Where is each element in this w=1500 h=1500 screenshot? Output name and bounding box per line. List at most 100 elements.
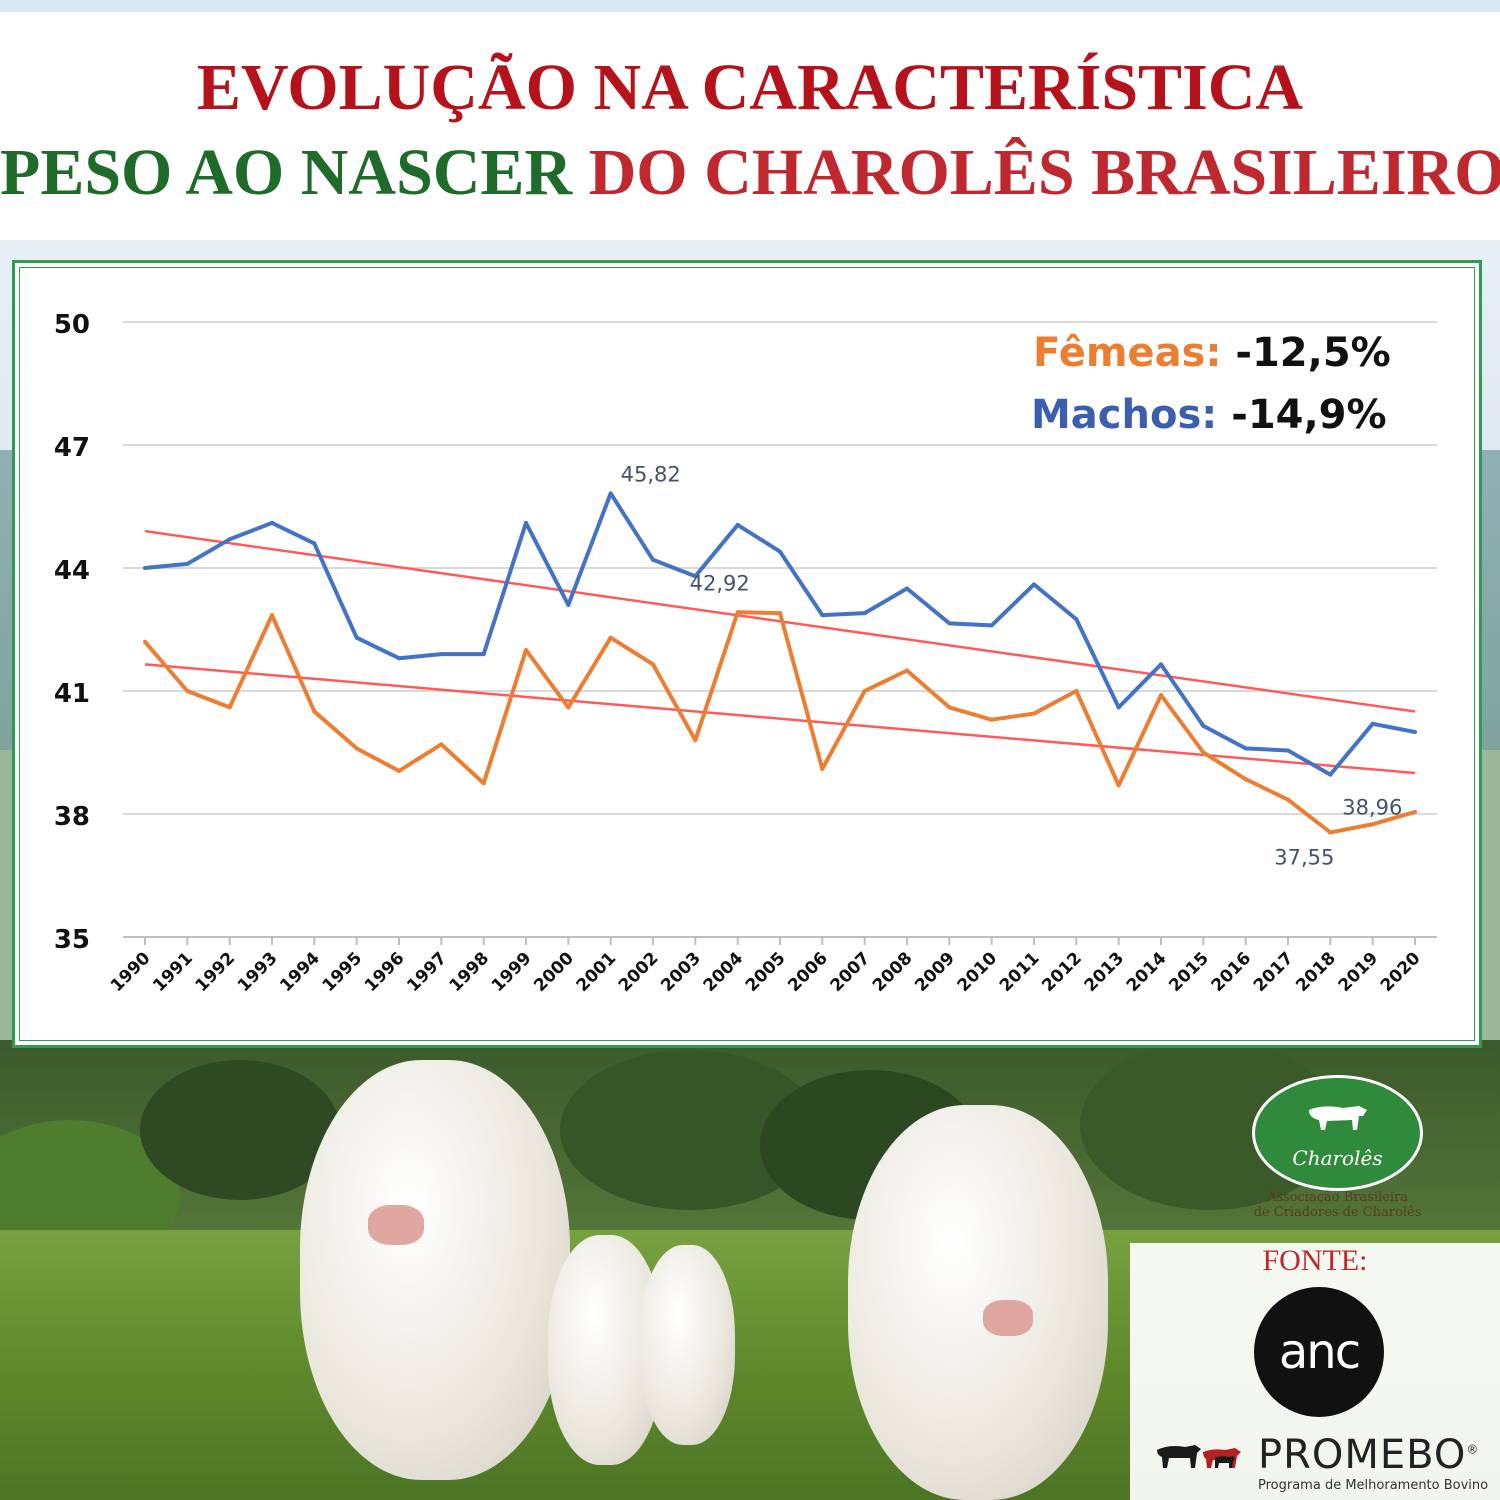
point-machos-1998 — [481, 652, 486, 657]
y-tick-label-35: 35 — [54, 925, 90, 955]
x-tick-label-2002: 2002 — [615, 948, 663, 996]
point-fmeas-1999 — [524, 648, 528, 652]
data-label-fmeas-2004: 42,92 — [690, 571, 750, 595]
point-machos-2020 — [1413, 730, 1417, 734]
male-summary: Machos: -14,9% — [1031, 392, 1387, 438]
cow-left — [300, 1060, 570, 1480]
point-machos-2018 — [1328, 772, 1333, 777]
title-line-1: EVOLUÇÃO NA CARACTERÍSTICA — [196, 51, 1304, 124]
association-line-1: Associação Brasileira — [1266, 1190, 1409, 1205]
x-tick-label-2019: 2019 — [1335, 948, 1383, 996]
female-summary-value: -12,5% — [1235, 330, 1391, 376]
point-fmeas-2007 — [862, 689, 867, 693]
x-tick-label-1993: 1993 — [234, 948, 282, 996]
point-fmeas-2019 — [1370, 822, 1375, 827]
x-tick-label-2016: 2016 — [1208, 948, 1256, 996]
point-fmeas-2012 — [1074, 689, 1079, 693]
point-machos-1993 — [270, 520, 274, 525]
point-machos-2004 — [735, 522, 740, 527]
cow-right — [848, 1105, 1108, 1500]
x-tick-label-2003: 2003 — [657, 948, 705, 996]
point-machos-2011 — [1032, 582, 1036, 587]
point-machos-2007 — [862, 611, 867, 616]
point-machos-2003 — [693, 574, 698, 579]
y-tick-label-44: 44 — [54, 556, 90, 586]
point-fmeas-2011 — [1032, 711, 1036, 716]
point-machos-1999 — [524, 520, 528, 525]
point-fmeas-1998 — [481, 781, 486, 786]
x-tick-label-2020: 2020 — [1377, 948, 1425, 996]
title-line-2-red: DO CHAROLÊS BRASILEIRO — [588, 136, 1500, 209]
point-machos-2017 — [1286, 748, 1290, 753]
title-line-2-green: PESO AO NASCER — [0, 136, 573, 209]
x-tick-label-2001: 2001 — [573, 948, 621, 996]
x-tick-label-2010: 2010 — [954, 948, 1002, 996]
x-tick-label-2017: 2017 — [1250, 948, 1298, 996]
data-label-fmeas-2018: 37,55 — [1274, 845, 1334, 869]
point-machos-2012 — [1074, 617, 1079, 622]
source-label: FONTE: — [1262, 1244, 1368, 1277]
promebo-registered-mark: ® — [1466, 1442, 1480, 1457]
point-fmeas-2003 — [693, 738, 698, 743]
y-tick-label-47: 47 — [54, 433, 90, 463]
point-fmeas-2008 — [905, 668, 909, 673]
cow-right-nose — [983, 1300, 1033, 1336]
x-tick-label-2000: 2000 — [530, 948, 578, 996]
series-line-fmeas — [143, 610, 1416, 835]
point-machos-1994 — [312, 541, 317, 546]
x-tick-label-1991: 1991 — [149, 948, 197, 996]
x-tick-label-2014: 2014 — [1123, 948, 1171, 996]
cow-left-nose — [368, 1205, 424, 1245]
point-fmeas-2017 — [1286, 797, 1290, 802]
association-name: Associação Brasileira de Criadores de Ch… — [1240, 1190, 1435, 1220]
point-fmeas-2000 — [566, 705, 571, 710]
female-summary-label: Fêmeas: — [1033, 330, 1222, 376]
x-tick-label-1992: 1992 — [192, 948, 240, 996]
calf-right — [640, 1245, 735, 1445]
point-machos-1997 — [439, 652, 444, 657]
male-summary-label: Machos: — [1031, 392, 1218, 438]
x-tick-label-2006: 2006 — [784, 948, 832, 996]
point-machos-2005 — [778, 549, 782, 554]
x-tick-label-1999: 1999 — [488, 948, 536, 996]
data-label-machos-2001: 45,82 — [621, 462, 681, 486]
point-fmeas-2002 — [651, 662, 655, 667]
x-tick-label-1995: 1995 — [319, 948, 367, 996]
x-tick-label-1994: 1994 — [276, 948, 324, 996]
y-tick-label-41: 41 — [54, 679, 90, 709]
point-machos-2013 — [1116, 705, 1121, 710]
logo-name: Charolês — [1292, 1146, 1383, 1170]
x-tick-label-2005: 2005 — [742, 948, 790, 996]
point-machos-2006 — [820, 613, 825, 618]
point-fmeas-1995 — [354, 746, 359, 751]
point-machos-2015 — [1201, 723, 1206, 728]
x-tick-label-2011: 2011 — [996, 948, 1044, 996]
x-tick-label-2018: 2018 — [1292, 948, 1340, 996]
x-tick-label-2008: 2008 — [869, 948, 917, 996]
point-fmeas-1990 — [143, 639, 147, 644]
y-tick-label-50: 50 — [54, 310, 90, 340]
point-fmeas-2005 — [778, 611, 782, 616]
anc-logo-text: anc — [1278, 1324, 1361, 1380]
x-tick-label-2007: 2007 — [827, 948, 875, 996]
x-tick-label-1996: 1996 — [361, 948, 409, 996]
point-fmeas-2006 — [820, 766, 825, 771]
title-line-2: PESO AO NASCER DO CHAROLÊS BRASILEIRO — [0, 135, 1500, 211]
promebo-subtitle: Programa de Melhoramento Bovino — [1258, 1478, 1489, 1493]
x-tick-label-2004: 2004 — [700, 948, 748, 996]
bull-icon — [1309, 1106, 1367, 1130]
point-fmeas-1994 — [312, 709, 317, 714]
chart-inner-border — [19, 267, 1475, 1041]
promebo-name: PROMEBO — [1258, 1432, 1467, 1478]
charoles-logo: Charolês — [1252, 1075, 1423, 1191]
point-fmeas-2015 — [1201, 750, 1206, 755]
point-fmeas-1993 — [270, 613, 274, 618]
point-machos-1990 — [143, 566, 147, 570]
trendline-machos — [144, 529, 1416, 713]
point-fmeas-1991 — [185, 689, 190, 693]
point-fmeas-2014 — [1159, 693, 1163, 698]
point-fmeas-2013 — [1116, 783, 1121, 788]
point-fmeas-2004 — [735, 610, 740, 615]
point-machos-2002 — [651, 557, 655, 562]
